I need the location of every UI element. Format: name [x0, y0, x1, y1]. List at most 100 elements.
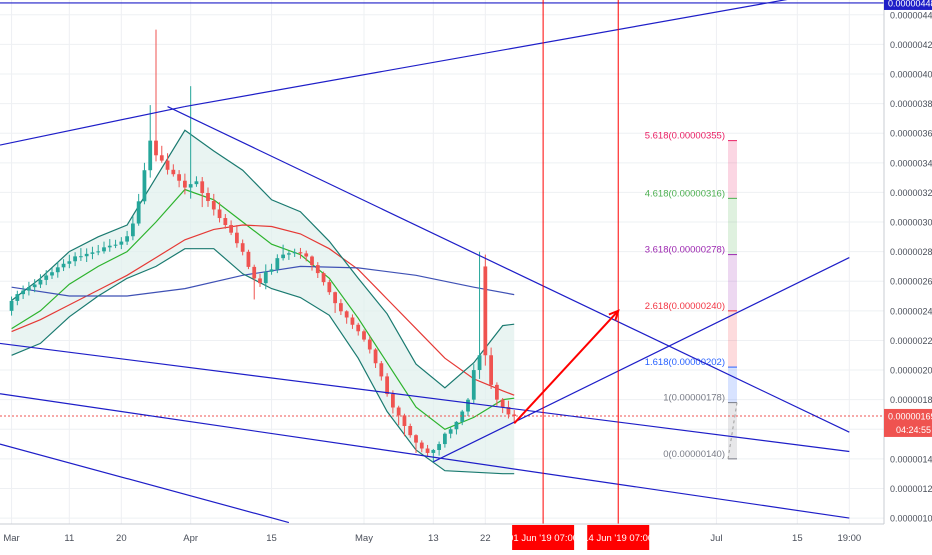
- candles: [9, 29, 517, 462]
- indicator-line: [11, 224, 515, 396]
- bollinger-band-fill: [11, 130, 515, 474]
- indicator-line: [11, 188, 515, 430]
- fib-level-label: 4.618(0.00000316): [645, 188, 725, 199]
- candle-body: [125, 236, 129, 242]
- candle-body: [96, 251, 101, 253]
- candle-body: [223, 218, 228, 225]
- candle-body: [396, 407, 401, 416]
- candle-body: [385, 376, 389, 395]
- trend-line: [0, 342, 850, 453]
- candle-body: [350, 317, 355, 325]
- candle-body: [333, 292, 337, 304]
- fib-level-label: 1(0.00000178): [663, 393, 725, 404]
- projection-arrow: [513, 310, 619, 425]
- candle-body: [500, 399, 505, 408]
- candle-body: [217, 209, 222, 219]
- last-price-badge: [884, 408, 932, 437]
- candle-body: [206, 193, 210, 202]
- time-tick-label: 15: [266, 533, 277, 544]
- candle-body: [425, 448, 430, 453]
- fib-level-label: 5.618(0.00000355): [645, 131, 725, 142]
- countdown-label: 04:24:55: [896, 425, 931, 435]
- candle-body: [252, 266, 257, 279]
- candle-body: [304, 253, 309, 257]
- candle-body: [84, 253, 89, 257]
- candle-body: [67, 261, 72, 264]
- candle-body: [327, 282, 332, 293]
- time-tick-label: Jul: [710, 533, 722, 544]
- candle-body: [119, 241, 124, 245]
- price-axis-bg: [884, 0, 932, 550]
- candle-body: [379, 363, 384, 377]
- fib-level-label: 0(0.00000140): [663, 449, 725, 460]
- candle-body: [21, 290, 25, 295]
- candle-body: [292, 252, 297, 254]
- candle-body: [44, 275, 49, 280]
- candle-body: [171, 169, 176, 175]
- top-line-price-badge: [884, 0, 932, 10]
- price-axis: 0.000001000.000001200.000001400.00000160…: [883, 0, 932, 550]
- candle-body: [102, 247, 106, 252]
- candle-body: [38, 279, 43, 285]
- candle-body: [183, 180, 187, 188]
- time-tick-label: Apr: [183, 533, 198, 544]
- fibonacci-extension: 0(0.00000140) 1(0.00000178) 1.618(0.000002…: [645, 131, 738, 460]
- trend-line: [433, 257, 850, 463]
- price-tick-label: 0.00000140: [890, 454, 932, 464]
- candle-body: [113, 244, 118, 246]
- candle-body: [32, 284, 37, 288]
- candle-body: [471, 370, 476, 400]
- candle-body: [431, 449, 436, 453]
- candle-body: [55, 267, 60, 273]
- fib-zone: [728, 367, 737, 403]
- candle-body: [79, 256, 83, 258]
- candle-body: [483, 266, 488, 356]
- fib-zone: [728, 198, 737, 255]
- last-price-label: 0.00000169: [888, 411, 932, 421]
- candle-body: [460, 411, 465, 422]
- candle-body: [142, 170, 147, 202]
- candle-body: [367, 339, 372, 350]
- trend-line: [184, 0, 788, 108]
- time-axis-bg: [0, 524, 884, 550]
- fib-level-label: 2.618(0.00000240): [645, 301, 725, 312]
- candle-body: [362, 331, 366, 340]
- bollinger-fill: [11, 130, 515, 474]
- indicator-line: [11, 248, 515, 475]
- candle-body: [90, 252, 95, 254]
- time-tick-label: 20: [116, 533, 127, 544]
- candle-body: [506, 407, 511, 415]
- time-tick-label: 11: [64, 533, 74, 544]
- candle-body: [240, 243, 245, 252]
- date-marker-badge: [587, 525, 650, 550]
- candle-body: [287, 253, 291, 255]
- time-tick-label: 19:00: [837, 533, 861, 544]
- candle-body: [148, 140, 153, 171]
- candle-body: [437, 444, 441, 450]
- candle-body: [512, 414, 517, 416]
- candle-body: [454, 421, 459, 430]
- candle-body: [356, 324, 361, 332]
- time-tick-label: Mar: [3, 533, 19, 544]
- candle-body: [194, 181, 199, 185]
- time-tick-label: May: [355, 533, 373, 544]
- date-marker-label: 01 Jun '19 07:00: [508, 533, 578, 544]
- trend-line: [0, 443, 290, 524]
- candle-body: [443, 433, 447, 445]
- candle-body: [27, 287, 31, 291]
- candle-body: [315, 265, 320, 274]
- fib-level-label: 3.618(0.00000278): [645, 245, 725, 256]
- candle-body: [136, 201, 141, 224]
- candle-body: [50, 272, 54, 276]
- trend-line: [0, 105, 186, 146]
- candle-body: [131, 223, 135, 237]
- candle-body: [177, 174, 181, 181]
- candle-body: [159, 155, 164, 161]
